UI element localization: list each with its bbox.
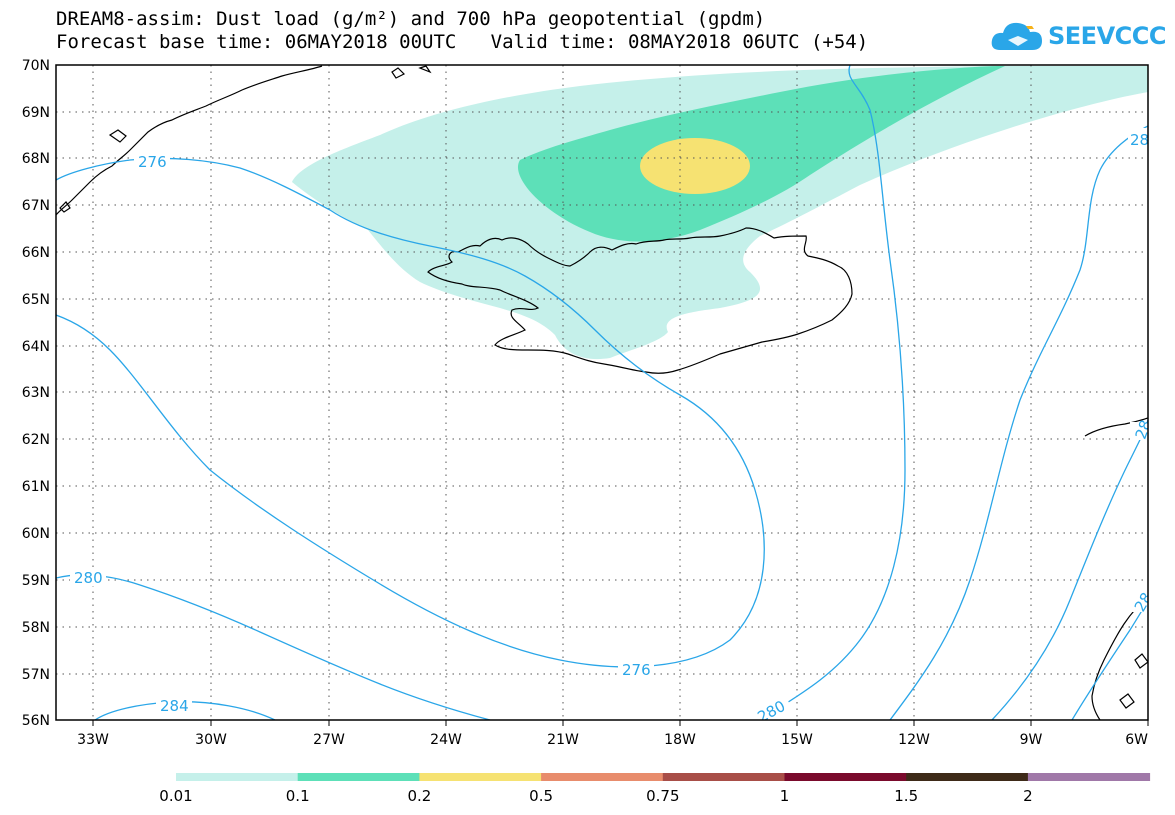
dust-region-high [640,138,750,194]
lat-label: 56N [22,713,50,729]
iceland-coastline [427,227,853,374]
lat-label: 57N [22,667,50,683]
latitude-labels: 70N 69N 68N 67N 66N 65N 64N 63N 62N 61N … [22,58,50,729]
lon-label: 21W [547,732,579,748]
contour-280-east [759,65,906,720]
lat-label: 62N [22,432,50,448]
lat-label: 69N [22,105,50,121]
lon-label: 24W [430,732,462,748]
lat-label: 61N [22,479,50,495]
colorbar-swatch [1027,773,1151,781]
colorbar-label: 1.5 [894,787,918,805]
lon-label: 30W [195,732,227,748]
lat-label: 58N [22,620,50,636]
logo-text: SEEVCCC [1048,22,1167,50]
colorbar-label: 0.5 [529,787,553,805]
lon-label: 15W [781,732,813,748]
lon-label: 33W [77,732,109,748]
gridlines [56,65,1148,720]
lat-label: 65N [22,292,50,308]
contour-label-284: 284 [160,697,189,715]
plot-frame [55,64,1149,721]
cloud-icon [991,22,1042,50]
colorbar-label: 0.75 [646,787,679,805]
contour-label-280-west: 280 [74,569,103,587]
lon-label: 27W [313,732,345,748]
lat-label: 66N [22,245,50,261]
lon-label: 6W [1125,732,1148,748]
geopotential-contours [56,65,1148,720]
lat-label: 63N [22,385,50,401]
colorbar-label: 0.2 [407,787,431,805]
dust-region-medium [517,66,1005,242]
colorbar-swatch [176,773,299,781]
chart-subtitle: Forecast base time: 06MAY2018 00UTC Vali… [56,31,869,53]
colorbar-swatch [419,773,542,781]
contour-276-north [56,157,765,668]
colorbar-swatch [906,773,1029,781]
norway-coastline [1084,417,1148,720]
lat-label: 60N [22,526,50,542]
contour-eastern-1 [889,125,1148,720]
colorbar-label: 1 [780,787,790,805]
chart-title: DREAM8-assim: Dust load (g/m²) and 700 h… [56,8,766,30]
contour-label-276-south: 276 [622,661,651,679]
seevccc-logo: SEEVCCC [990,18,1167,58]
lat-label: 59N [22,573,50,589]
colorbar-swatch [541,773,664,781]
colorbar: 0.01 0.1 0.2 0.5 0.75 1 1.5 2 [159,773,1151,805]
colorbar-label: 0.01 [159,787,192,805]
contour-eastern-2 [991,419,1148,720]
lat-label: 70N [22,58,50,74]
colorbar-swatch [784,773,907,781]
colorbar-label: 0.1 [286,787,310,805]
lat-label: 67N [22,198,50,214]
lon-label: 9W [1020,732,1043,748]
contour-label-28-a: 28 [1130,131,1149,149]
lat-label: 64N [22,339,50,355]
colorbar-swatch [662,773,785,781]
contour-eastern-3 [1071,599,1148,720]
greenland-coastline [56,65,323,216]
lon-label: 12W [898,732,930,748]
longitude-labels: 33W 30W 27W 24W 21W 18W 15W 12W 9W 6W [77,732,1148,748]
axis-ticks [92,720,1149,726]
colorbar-swatch [297,773,420,781]
contour-label-276-north: 276 [138,153,167,171]
contour-280-west [56,574,491,720]
lat-label: 68N [22,151,50,167]
contour-label-28-b: 28 [1132,418,1155,442]
lon-label: 18W [664,732,696,748]
coastlines [56,65,1148,720]
greenland-islands [59,65,432,213]
contour-labels: 276 280 276 284 280 28 28 28 [70,128,1155,720]
colorbar-label: 2 [1023,787,1033,805]
